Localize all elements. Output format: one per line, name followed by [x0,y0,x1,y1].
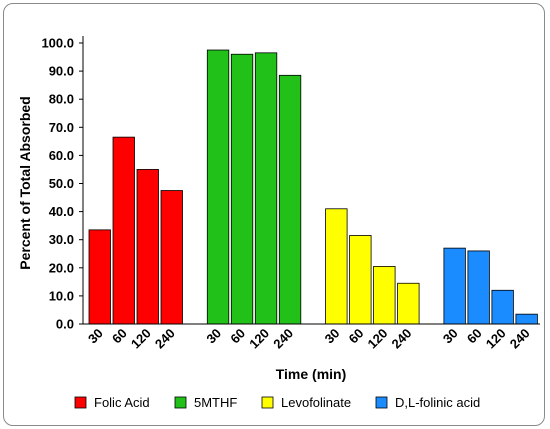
bar [206,49,230,325]
y-tick-label: 30.0 [49,232,74,247]
x-category-label: 120 [128,326,154,352]
y-tick-label: 20.0 [49,260,74,275]
y-tick-label: 90.0 [49,64,74,79]
y-tick-label: 10.0 [49,288,74,303]
legend-swatch [375,396,388,409]
y-axis-ticks: 0.0 10.0 20.0 30.0 40.0 50.0 60.0 70.0 80.0 90.0 1… [41,36,83,332]
bar [467,250,490,325]
y-axis-title: Percent of Total Absorbed [17,96,33,269]
bar [325,208,348,325]
legend-label: Levofolinate [281,395,351,410]
bars [88,49,538,325]
x-category-label: 30 [85,326,106,347]
y-tick-label: 0.0 [56,317,74,332]
x-category-label: 120 [246,326,272,352]
x-category-label: 60 [464,326,485,347]
x-category-label: 30 [440,326,461,347]
x-category-label: 240 [389,326,415,352]
x-category-label: 60 [346,326,367,347]
bar [491,289,514,325]
bar [160,190,183,325]
y-tick-label: 80.0 [49,92,74,107]
bar [88,229,111,325]
bar [278,74,302,325]
bar [254,52,278,325]
y-tick-label: 70.0 [49,120,74,135]
legend-label: D,L-folinic acid [395,395,480,410]
bar [112,136,135,325]
bar [515,313,538,325]
legend-label: 5MTHF [194,395,237,410]
x-category-label: 240 [507,326,533,352]
bar [397,282,420,325]
legend-swatch [74,396,87,409]
x-category-label: 30 [203,326,224,347]
x-axis-title: Time (min) [276,366,347,382]
legend-swatch [261,396,274,409]
bar [230,53,254,325]
y-tick-label: 100.0 [41,36,74,51]
y-tick-label: 60.0 [49,148,74,163]
x-category-label: 60 [109,326,130,347]
bar [443,247,466,325]
bar [136,169,159,325]
legend-swatch [174,396,187,409]
legend-label: Folic Acid [94,395,150,410]
x-category-label: 120 [365,326,391,352]
bar [349,235,372,325]
x-category-label: 30 [322,326,343,347]
legend: Folic Acid 5MTHF Levofolinate D,L-folinic a… [74,395,480,410]
bar [373,265,396,325]
x-category-label: 240 [270,326,296,352]
y-tick-label: 50.0 [49,176,74,191]
x-category-label: 240 [152,326,178,352]
y-tick-label: 40.0 [49,204,74,219]
x-category-label: 60 [227,326,248,347]
x-category-label: 120 [483,326,509,352]
